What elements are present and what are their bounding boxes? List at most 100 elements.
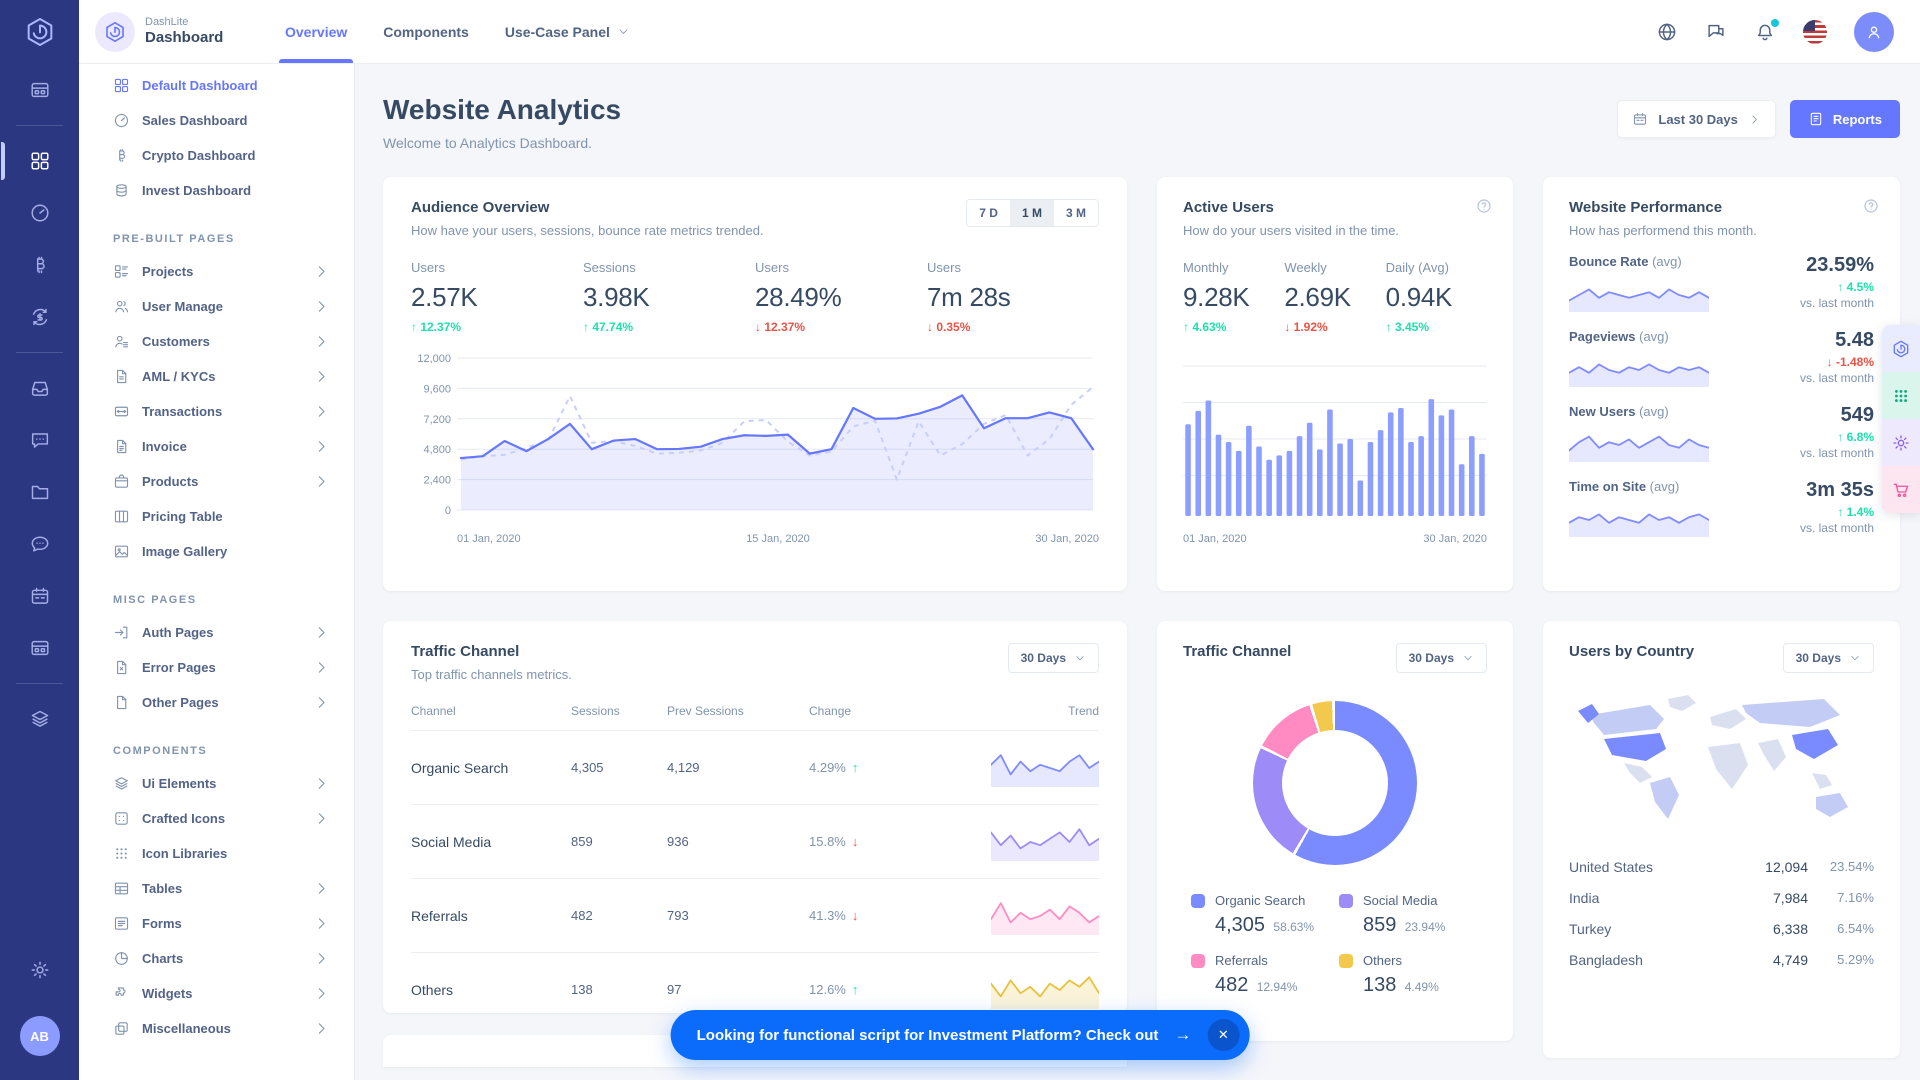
rail-calendar-icon[interactable] [18,574,62,618]
country-row-united-states: United States 12,094 23.54% [1569,851,1874,882]
stat-users-2: Users 28.49% ↓ 12.37% [755,260,927,334]
sidebar-item-tables[interactable]: Tables [79,871,354,906]
rail-invest-exchange-icon[interactable] [18,295,62,339]
grid-icon [113,77,130,94]
file-check-icon [113,368,130,385]
rail-chat-round-icon[interactable] [18,522,62,566]
rail-crypto-bitcoin-icon[interactable] [18,243,62,287]
rail-user-avatar[interactable]: AB [19,1016,60,1056]
sidebar-item-crafted-icons[interactable]: Crafted Icons [79,801,354,836]
reports-button[interactable]: Reports [1789,100,1900,138]
sidebar-item-forms[interactable]: Forms [79,906,354,941]
sidebar-item-default-dashboard[interactable]: Default Dashboard [79,68,354,103]
range-tab-1-m[interactable]: 1 M [1009,200,1054,226]
metric-sparkline [1568,353,1710,392]
country-range-dropdown[interactable]: 30 Days [1782,643,1874,673]
sidebar-item-widgets[interactable]: Widgets [79,976,354,1011]
rail-layers-icon[interactable] [18,697,62,741]
sidebar-item-customers[interactable]: Customers [79,324,354,359]
x-tick: 15 Jan, 2020 [746,533,810,545]
sidebar-item-icon-libraries[interactable]: Icon Libraries [79,836,354,871]
globe-icon[interactable] [1656,21,1678,43]
legend-label-row: Social Media [1339,893,1479,908]
legend-value: 482 12.94% [1215,974,1298,996]
sidebar-item-miscellaneous[interactable]: Miscellaneous [79,1011,354,1046]
sidebar-item-label: Crypto Dashboard [142,148,256,163]
tab-use-case-panel[interactable]: Use-Case Panel [505,0,630,63]
sidebar-item-products[interactable]: Products [79,464,354,499]
sidebar-heading-pre-built-pages: PRE-BUILT PAGES [113,233,235,245]
tab-label: Use-Case Panel [504,23,610,40]
traffic-table-range-dropdown[interactable]: 30 Days [1007,643,1099,673]
rail-sales-speedometer-icon[interactable] [18,191,62,235]
chevron-down-icon [1074,652,1086,664]
rail-folder-icon[interactable] [18,470,62,514]
brand[interactable]: DashLite Dashboard [95,11,265,52]
signin-icon [113,624,130,641]
row-trend-sparkline [991,971,1099,1009]
legend-label-row: Others [1339,953,1479,968]
quick-dashlite-logo-icon[interactable] [1882,325,1920,372]
sidebar-item-crypto-dashboard[interactable]: Crypto Dashboard [79,138,354,173]
sidebar-item-aml-kycs[interactable]: AML / KYCs [79,359,354,394]
quick-settings-gear-icon[interactable] [1882,419,1920,466]
sidebar-item-user-manage[interactable]: User Manage [79,289,354,324]
rail-chat-square-icon[interactable] [18,418,62,462]
sidebar-item-charts[interactable]: Charts [79,941,354,976]
sidebar-item-invoice[interactable]: Invoice [79,429,354,464]
column-trend: Trend [1068,704,1099,718]
sidebar-item-projects[interactable]: Projects [79,254,354,289]
invest-exchange-icon [29,306,51,328]
bell-icon[interactable] [1754,18,1779,43]
chevron-right-icon [313,368,330,385]
sidebar-item-auth-pages[interactable]: Auth Pages [79,615,354,650]
layers-icon [113,775,130,792]
promo-banner-link[interactable]: Looking for functional script for Invest… [696,1026,1159,1044]
tab-components[interactable]: Components [383,0,469,63]
chevron-down-icon [1849,652,1861,664]
profile-avatar-icon[interactable] [1854,11,1894,52]
chevron-right-icon [313,659,330,676]
sidebar-item-image-gallery[interactable]: Image Gallery [79,534,354,569]
rail-dashboard-grid-icon[interactable] [0,139,62,183]
rail-card-panel-icon[interactable] [18,626,62,670]
sidebar-item-sales-dashboard[interactable]: Sales Dashboard [79,103,354,138]
sidebar-item-ui-elements[interactable]: Ui Elements [79,766,354,801]
sidebar-item-pricing-table[interactable]: Pricing Table [79,499,354,534]
quick-apps-dots-icon[interactable] [1882,372,1920,419]
help-circle-icon[interactable] [1475,197,1493,215]
help-circle-icon[interactable] [1862,197,1880,215]
sidebar-item-label: Tables [142,881,183,896]
date-range-button[interactable]: Last 30 Days [1617,100,1776,138]
range-tab-7-d[interactable]: 7 D [967,200,1010,226]
sidebar-item-other-pages[interactable]: Other Pages [79,685,354,720]
legend-value: 4,305 58.63% [1215,914,1315,936]
layers-icon [29,708,51,730]
dashlite-logo-icon[interactable] [0,0,79,64]
rail-kanban-board-icon[interactable] [18,68,62,112]
donut-range-dropdown[interactable]: 30 Days [1395,643,1487,673]
sidebar-item-error-pages[interactable]: Error Pages [79,650,354,685]
range-tab-3-m[interactable]: 3 M [1053,200,1098,226]
legend-label-row: Organic Search [1191,893,1331,908]
row-trend-sparkline [991,749,1099,787]
us-flag-icon[interactable] [1803,19,1827,44]
invoice-icon [113,438,130,455]
chevron-right-icon [313,263,330,280]
quick-shopping-cart-icon[interactable] [1882,466,1920,513]
messages-icon[interactable] [1705,21,1727,43]
sidebar-item-label: Invest Dashboard [142,183,252,198]
arrow-right-icon[interactable]: → [1174,1025,1192,1044]
tab-overview[interactable]: Overview [278,0,354,63]
sidebar-item-transactions[interactable]: Transactions [79,394,354,429]
gear-icon [29,959,51,981]
sidebar-item-label: Widgets [142,986,193,1001]
rail-inbox-icon[interactable] [18,366,62,410]
rail-gear-icon[interactable] [18,948,62,992]
sidebar-item-invest-dashboard[interactable]: Invest Dashboard [79,173,354,208]
table-row-referrals: Referrals 482 793 41.3% ↓ [411,879,1099,953]
column-channel: Channel [411,704,456,718]
sidebar-heading-misc-pages: MISC PAGES [113,594,197,606]
performance-metric-values: 3m 35s ↑ 1.4% vs. last month [1800,479,1874,542]
banner-close-button[interactable]: ✕ [1207,1019,1240,1051]
